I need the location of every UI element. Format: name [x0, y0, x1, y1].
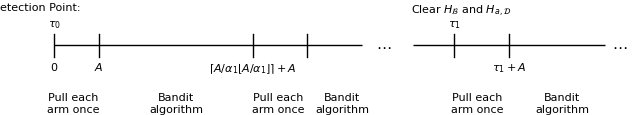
- Text: $\lceil A/\alpha_1\lfloor A/\alpha_1 \rfloor\rceil + A$: $\lceil A/\alpha_1\lfloor A/\alpha_1 \rf…: [209, 61, 297, 76]
- Text: Bandit
algorithm: Bandit algorithm: [316, 93, 369, 114]
- Text: Pull each
arm once: Pull each arm once: [451, 93, 503, 114]
- Text: Bandit
algorithm: Bandit algorithm: [535, 93, 589, 114]
- Text: $\cdots$: $\cdots$: [376, 39, 392, 53]
- Text: Pull each
arm once: Pull each arm once: [252, 93, 305, 114]
- Text: $\tau_1$: $\tau_1$: [448, 19, 461, 31]
- Text: $\cdots$: $\cdots$: [612, 39, 627, 53]
- Text: $A$: $A$: [95, 61, 104, 73]
- Text: Clear $H_{\mathcal{B}}$ and $H_{a,\mathcal{D}}$: Clear $H_{\mathcal{B}}$ and $H_{a,\mathc…: [411, 3, 511, 18]
- Text: $0$: $0$: [51, 61, 58, 73]
- Text: Pull each
arm once: Pull each arm once: [47, 93, 100, 114]
- Text: etection Point:: etection Point:: [0, 3, 81, 13]
- Text: Bandit
algorithm: Bandit algorithm: [149, 93, 203, 114]
- Text: $\tau_0$: $\tau_0$: [48, 19, 61, 31]
- Text: $\tau_1 + A$: $\tau_1 + A$: [492, 61, 526, 75]
